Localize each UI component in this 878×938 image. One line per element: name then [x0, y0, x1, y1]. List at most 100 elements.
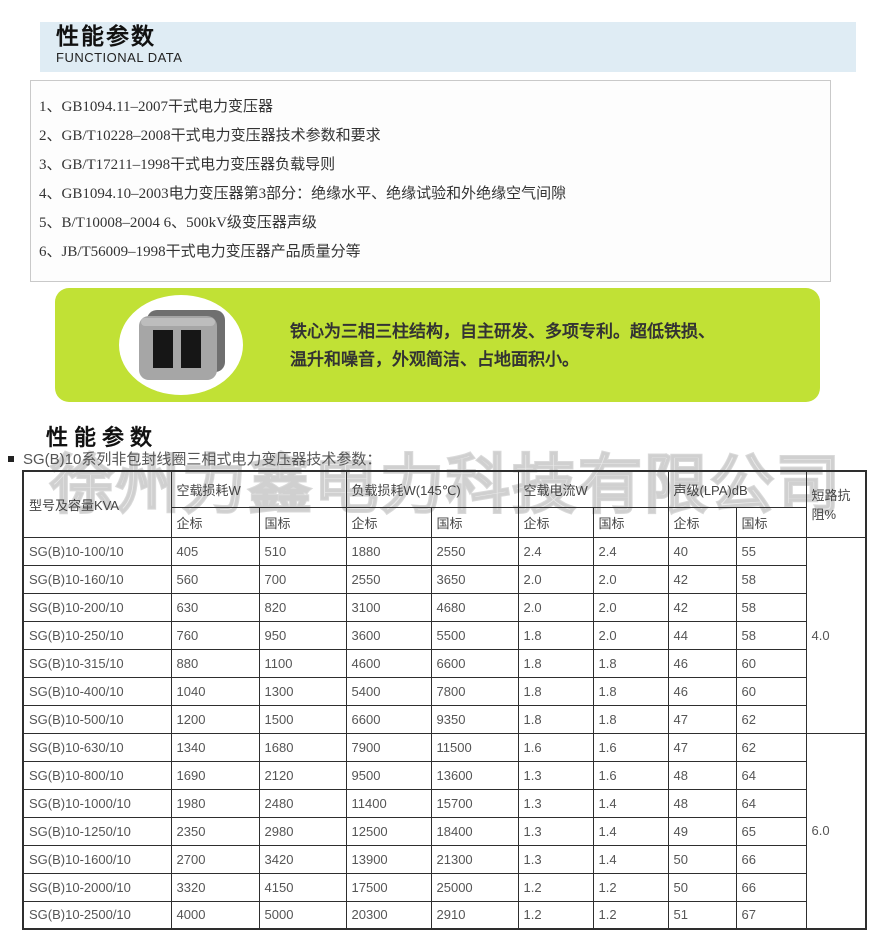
- value-cell: 1.4: [592, 844, 669, 874]
- value-cell: 51: [667, 900, 737, 930]
- value-cell: 3600: [345, 620, 432, 650]
- value-cell: 60: [735, 648, 807, 678]
- value-cell: 12500: [345, 816, 432, 846]
- value-cell: 44: [667, 620, 737, 650]
- value-cell: 66: [735, 844, 807, 874]
- value-cell: 2910: [430, 900, 519, 930]
- value-cell: 1100: [258, 648, 347, 678]
- feature-text-line1: 铁心为三相三柱结构，自主研发、多项专利。超低铁损、: [290, 322, 715, 341]
- column-subheader: 企标: [667, 506, 737, 538]
- table-row: SG(B)10-500/10 1200 1500 6600 9350 1.8 1.8 47 62: [22, 704, 866, 734]
- column-header: 短路抗阻%: [805, 470, 867, 538]
- feature-text: 铁心为三相三柱结构，自主研发、多项专利。超低铁损、 温升和噪音，外观简洁、占地面…: [290, 318, 715, 374]
- value-cell: 1680: [258, 732, 347, 762]
- value-cell: 9500: [345, 760, 432, 790]
- value-cell: 700: [258, 564, 347, 594]
- value-cell: 11400: [345, 788, 432, 818]
- standard-item: 2、GB/T10228–2008干式电力变压器技术参数和要求: [39, 128, 381, 144]
- table-row: SG(B)10-315/10 880 1100 4600 6600 1.8 1.8 46 60: [22, 648, 866, 678]
- standard-item: 6、JB/T56009–1998干式电力变压器产品质量分等: [39, 244, 361, 260]
- table-row: SG(B)10-2000/10 3320 4150 17500 25000 1.2 1.2 5…: [22, 872, 866, 902]
- value-cell: 18400: [430, 816, 519, 846]
- table-row: SG(B)10-250/10 760 950 3600 5500 1.8 2.0 44 58: [22, 620, 866, 650]
- standards-list-box: 1、GB1094.11–2007干式电力变压器 2、GB/T10228–2008干…: [30, 80, 831, 282]
- value-cell: 50: [667, 872, 737, 902]
- column-subheader: 企标: [170, 506, 260, 538]
- value-cell: 2.4: [592, 536, 669, 566]
- value-cell: 58: [735, 620, 807, 650]
- value-cell: 25000: [430, 872, 519, 902]
- bullet-square-icon: [8, 456, 14, 462]
- value-cell: 48: [667, 760, 737, 790]
- table-row: SG(B)10-160/10 560 700 2550 3650 2.0 2.0 42 58: [22, 564, 866, 594]
- value-cell: 55: [735, 536, 807, 566]
- value-cell: 4000: [170, 900, 260, 930]
- model-cell: SG(B)10-250/10: [22, 620, 172, 650]
- value-cell: 1.2: [517, 872, 594, 902]
- standard-item: 3、GB/T17211–1998干式电力变压器负载导则: [39, 157, 336, 173]
- value-cell: 17500: [345, 872, 432, 902]
- model-cell: SG(B)10-100/10: [22, 536, 172, 566]
- value-cell: 1.2: [592, 900, 669, 930]
- value-cell: 6600: [430, 648, 519, 678]
- value-cell: 1.4: [592, 816, 669, 846]
- value-cell: 2.0: [592, 564, 669, 594]
- value-cell: 21300: [430, 844, 519, 874]
- value-cell: 1200: [170, 704, 260, 734]
- value-cell: 65: [735, 816, 807, 846]
- section-title: 性能参数: [46, 425, 159, 450]
- model-cell: SG(B)10-630/10: [22, 732, 172, 762]
- model-cell: SG(B)10-315/10: [22, 648, 172, 678]
- value-cell: 3320: [170, 872, 260, 902]
- value-cell: 4150: [258, 872, 347, 902]
- value-cell: 15700: [430, 788, 519, 818]
- model-cell: SG(B)10-1000/10: [22, 788, 172, 818]
- value-cell: 2.0: [592, 592, 669, 622]
- value-cell: 60: [735, 676, 807, 706]
- column-subheader: 国标: [430, 506, 519, 538]
- value-cell: 47: [667, 704, 737, 734]
- table-row: SG(B)10-800/10 1690 2120 9500 13600 1.3 1.6 48 6…: [22, 760, 866, 790]
- value-cell: 1.6: [517, 732, 594, 762]
- value-cell: 5500: [430, 620, 519, 650]
- table-row: SG(B)10-630/10 1340 1680 7900 11500 1.6 1.6 47 6…: [22, 732, 867, 930]
- standard-item: 1、GB1094.11–2007干式电力变压器: [39, 99, 274, 115]
- table-row: SG(B)10-1000/10 1980 2480 11400 15700 1.3 1.4 4…: [22, 788, 866, 818]
- value-cell: 7800: [430, 676, 519, 706]
- value-cell: 1980: [170, 788, 260, 818]
- value-cell: 1300: [258, 676, 347, 706]
- model-cell: SG(B)10-1250/10: [22, 816, 172, 846]
- spec-table: 型号及容量KVA 空载损耗W 负载损耗W(145℃) 空载电流W 声级(LPA)dB 短路…: [22, 470, 868, 930]
- model-cell: SG(B)10-160/10: [22, 564, 172, 594]
- value-cell: 2700: [170, 844, 260, 874]
- value-cell: 20300: [345, 900, 432, 930]
- value-cell: 1.4: [592, 788, 669, 818]
- table-row: SG(B)10-100/10 405 510 1880 2550 2.4 2.4 40 55 4.…: [22, 536, 867, 734]
- functional-data-header: 性能参数 FUNCTIONAL DATA: [40, 22, 856, 72]
- column-header: 空载电流W: [517, 470, 669, 508]
- value-cell: 13600: [430, 760, 519, 790]
- value-cell: 1.2: [517, 900, 594, 930]
- value-cell: 3650: [430, 564, 519, 594]
- value-cell: 1500: [258, 704, 347, 734]
- column-subheader: 企标: [345, 506, 432, 538]
- value-cell: 4600: [345, 648, 432, 678]
- value-cell: 2.0: [517, 592, 594, 622]
- model-cell: SG(B)10-400/10: [22, 676, 172, 706]
- table-caption: SG(B)10系列非包封线圈三相式电力变压器技术参数：: [23, 451, 382, 468]
- value-cell: 2.0: [592, 620, 669, 650]
- value-cell: 50: [667, 844, 737, 874]
- feature-banner: 铁心为三相三柱结构，自主研发、多项专利。超低铁损、 温升和噪音，外观简洁、占地面…: [55, 288, 820, 402]
- model-cell: SG(B)10-1600/10: [22, 844, 172, 874]
- value-cell: 2550: [430, 536, 519, 566]
- value-cell: 405: [170, 536, 260, 566]
- model-cell: SG(B)10-2000/10: [22, 872, 172, 902]
- value-cell: 62: [735, 704, 807, 734]
- value-cell: 1340: [170, 732, 260, 762]
- value-cell: 58: [735, 592, 807, 622]
- model-cell: SG(B)10-500/10: [22, 704, 172, 734]
- value-cell: 1.6: [592, 732, 669, 762]
- table-row: SG(B)10-2500/10 4000 5000 20300 2910 1.2 1.2 51…: [22, 900, 866, 930]
- column-subheader: 国标: [735, 506, 807, 538]
- value-cell: 3100: [345, 592, 432, 622]
